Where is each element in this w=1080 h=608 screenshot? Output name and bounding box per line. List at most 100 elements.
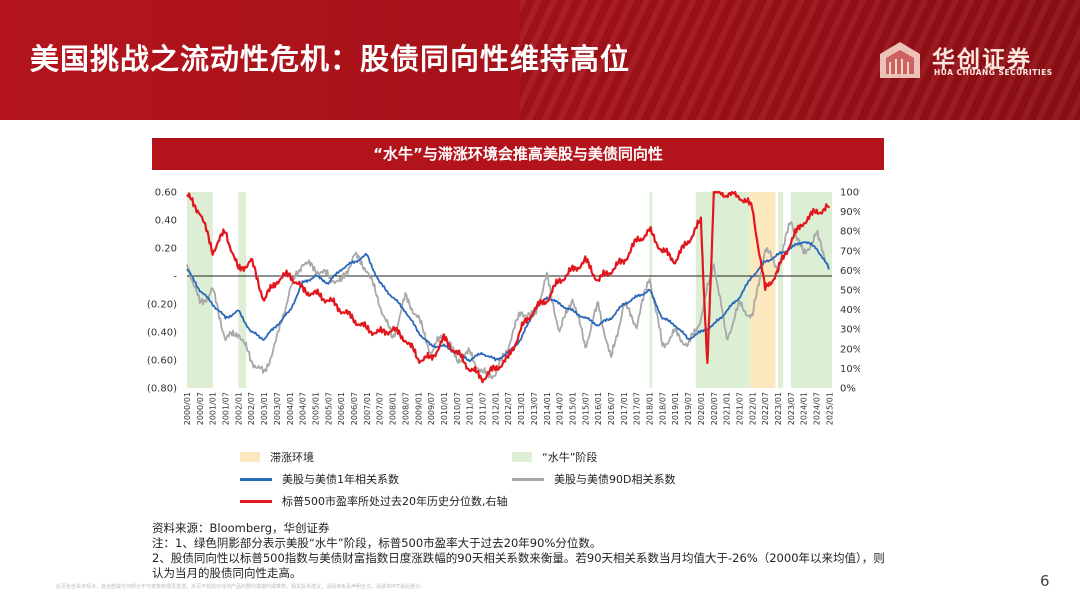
x-tick-label: 2023/07	[787, 392, 796, 425]
x-tick-label: 2003/07	[273, 392, 282, 425]
x-tick-label: 2021/07	[735, 392, 744, 425]
y-left-tick-label: (0.20)	[147, 300, 177, 311]
x-tick-label: 2000/01	[183, 392, 192, 425]
y-left-tick-label: 0.40	[155, 216, 177, 227]
x-tick-label: 2001/07	[222, 392, 231, 425]
y-right-tick-label: 0%	[840, 384, 856, 395]
x-tick-label: 2013/01	[517, 392, 526, 425]
note-1: 注：1、绿色阴影部分表示美股“水牛”阶段，标普500市盈率大于过去20年90%分…	[152, 536, 602, 550]
chart-title: “水牛”与滞涨环境会推高美股与美债同向性	[152, 138, 884, 170]
chart-series	[186, 190, 831, 384]
x-tick-label: 2014/07	[556, 392, 565, 425]
x-tick-label: 2024/07	[813, 392, 822, 425]
y-right-tick-label: 100%	[840, 188, 860, 199]
x-tick-label: 2011/07	[479, 392, 488, 425]
y-right-tick-label: 40%	[840, 305, 860, 316]
note-2a: 2、股债同向性以标普500指数与美债财富指数日度涨跌幅的90天相关系数来衡量。若…	[152, 551, 885, 565]
legend-swatch-corr-1y	[240, 477, 272, 481]
legend-label-stagflation: 滞涨环境	[270, 451, 314, 464]
x-tick-label: 2017/01	[620, 392, 629, 425]
company-logo-icon	[880, 42, 920, 78]
y-right-tick-label: 10%	[840, 364, 860, 375]
x-tick-label: 2003/01	[260, 392, 269, 425]
x-tick-label: 2015/07	[581, 392, 590, 425]
x-tick-label: 2005/07	[324, 392, 333, 425]
shaded-band-shuiniu-5	[778, 192, 784, 388]
x-tick-label: 2004/07	[299, 392, 308, 425]
legend-swatch-stagflation	[240, 452, 260, 462]
series-line-corr-90d	[186, 221, 830, 380]
y-right-tick-label: 30%	[840, 325, 860, 336]
legend-item-corr-90d: 美股与美债90D相关系数	[512, 471, 675, 487]
legend-item-shuiniu: “水牛”阶段	[512, 449, 597, 465]
x-tick-label: 2007/01	[363, 392, 372, 425]
x-tick-label: 2002/01	[234, 392, 243, 425]
legend-label-shuiniu: “水牛”阶段	[542, 451, 598, 464]
x-tick-label: 2010/01	[440, 392, 449, 425]
y-left-tick-label: (0.40)	[147, 328, 177, 339]
x-tick-label: 2012/01	[491, 392, 500, 425]
x-tick-label: 2022/01	[748, 392, 757, 425]
y-right-tick-label: 20%	[840, 344, 860, 355]
x-tick-label: 2009/01	[414, 392, 423, 425]
legend-item-corr-1y: 美股与美债1年相关系数	[240, 471, 399, 487]
x-tick-label: 2014/01	[543, 392, 552, 425]
source-note: 资料来源：Bloomberg，华创证券	[152, 521, 330, 535]
page-title: 美国挑战之流动性危机：股债同向性维持高位	[30, 42, 631, 76]
x-tick-label: 2019/07	[684, 392, 693, 425]
x-tick-label: 2000/07	[196, 392, 205, 425]
x-tick-label: 2011/01	[466, 392, 475, 425]
y-right-tick-label: 90%	[840, 207, 860, 218]
x-tick-label: 2007/07	[376, 392, 385, 425]
y-left-tick-label: (0.80)	[147, 384, 177, 395]
y-left-tick-label: -	[173, 272, 177, 283]
x-tick-label: 2001/01	[209, 392, 218, 425]
x-tick-label: 2025/01	[825, 392, 834, 425]
x-tick-label: 2022/07	[761, 392, 770, 425]
shaded-band-shuiniu-1	[238, 192, 247, 388]
legend-swatch-pe-pct	[240, 499, 272, 503]
x-tick-label: 2016/01	[594, 392, 603, 425]
x-tick-label: 2013/07	[530, 392, 539, 425]
header-banner: 美国挑战之流动性危机：股债同向性维持高位 华创证券 HUA CHUANG SEC…	[0, 0, 1080, 120]
x-tick-label: 2024/01	[800, 392, 809, 425]
y-right-tick-label: 60%	[840, 266, 860, 277]
x-tick-label: 2019/01	[671, 392, 680, 425]
x-tick-label: 2012/07	[504, 392, 513, 425]
x-tick-label: 2021/01	[723, 392, 732, 425]
y-right-tick-label: 70%	[840, 246, 860, 257]
legend-label-pe-pct: 标普500市盈率所处过去20年历史分位数,右轴	[282, 495, 508, 508]
legend-item-stagflation: 滞涨环境	[240, 449, 314, 465]
legend-label-corr-1y: 美股与美债1年相关系数	[282, 473, 399, 486]
x-tick-label: 2018/01	[646, 392, 655, 425]
chart-tick-labels: 0.60 0.40 0.20 - (0.20) (0.40) (0.60) (0.80) 100…	[147, 188, 860, 426]
legend-item-pe-pct: 标普500市盈率所处过去20年历史分位数,右轴	[240, 493, 508, 509]
legend-swatch-corr-90d	[512, 477, 544, 481]
x-tick-label: 2004/01	[286, 392, 295, 425]
x-tick-label: 2023/01	[774, 392, 783, 425]
shaded-periods	[187, 192, 832, 388]
y-right-tick-label: 80%	[840, 227, 860, 238]
x-tick-label: 2010/07	[453, 392, 462, 425]
x-tick-label: 2008/07	[401, 392, 410, 425]
x-tick-label: 2008/01	[389, 392, 398, 425]
y-right-tick-label: 50%	[840, 286, 860, 297]
x-tick-label: 2020/07	[710, 392, 719, 425]
x-tick-label: 2006/07	[350, 392, 359, 425]
legend-swatch-shuiniu	[512, 452, 532, 462]
disclaimer-footer: 此页包含投资观点，其全部或任何部分不可被复制或再发送。本页不构成对任何产品的要约…	[56, 584, 426, 590]
x-tick-label: 2009/07	[427, 392, 436, 425]
correlation-chart: 0.60 0.40 0.20 - (0.20) (0.40) (0.60) (0.80) 100…	[147, 188, 860, 426]
x-tick-label: 2020/01	[697, 392, 706, 425]
page-number: 6	[1040, 572, 1050, 590]
x-tick-label: 2018/07	[658, 392, 667, 425]
legend-label-corr-90d: 美股与美债90D相关系数	[554, 473, 676, 486]
y-left-tick-label: 0.20	[155, 244, 177, 255]
x-tick-label: 2017/07	[633, 392, 642, 425]
x-tick-label: 2005/01	[311, 392, 320, 425]
company-name-cn: 华创证券	[932, 47, 1032, 73]
banner-background-pattern	[520, 0, 1080, 120]
chart-notes: 资料来源：Bloomberg，华创证券 注：1、绿色阴影部分表示美股“水牛”阶段…	[152, 521, 885, 581]
note-2b: 认为当月的股债同向性走高。	[152, 566, 302, 580]
company-name-en: HUA CHUANG SECURITIES	[934, 68, 1053, 77]
